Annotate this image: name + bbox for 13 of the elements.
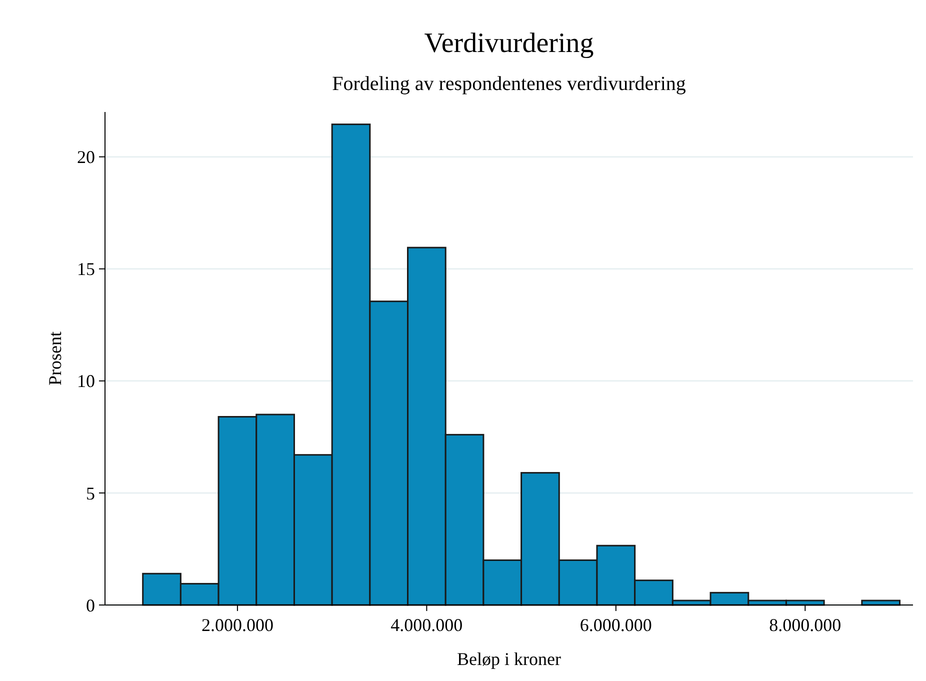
x-axis-title: Beløp i kroner — [457, 649, 561, 669]
y-tick-label: 10 — [77, 371, 95, 392]
x-tick-label: 8.000.000 — [769, 615, 842, 635]
x-tick-label: 6.000.000 — [580, 615, 652, 635]
y-tick-label: 20 — [77, 147, 95, 168]
chart-subtitle: Fordeling av respondentenes verdivurdering — [332, 73, 686, 95]
y-axis-title: Prosent — [45, 332, 65, 386]
x-tick-label: 2.000.000 — [201, 615, 274, 635]
x-tick-label: 4.000.000 — [390, 615, 463, 635]
y-tick-label: 0 — [86, 595, 95, 616]
chart-title: Verdivurdering — [424, 28, 594, 59]
y-tick-label: 15 — [77, 259, 95, 280]
y-tick-label: 5 — [86, 483, 95, 504]
